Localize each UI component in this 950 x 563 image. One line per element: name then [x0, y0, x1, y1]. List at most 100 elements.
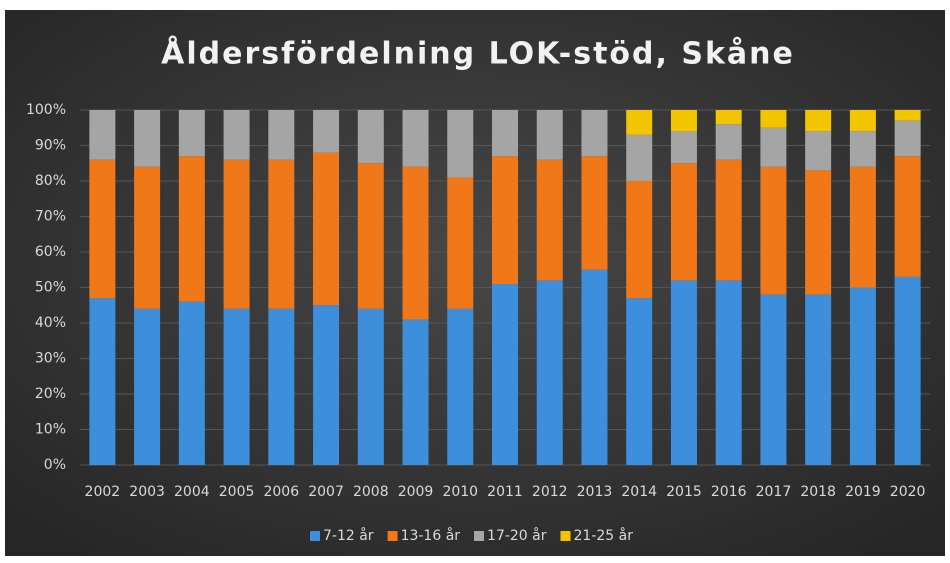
- bar-segment: [313, 110, 340, 153]
- bar-segment: [268, 110, 295, 160]
- bar-segment: [357, 110, 384, 164]
- bar-segment: [178, 301, 205, 465]
- bar-segment: [670, 280, 697, 465]
- y-tick-label: 90%: [35, 138, 66, 154]
- legend-label: 17-20 år: [487, 527, 547, 544]
- y-tick-label: 30%: [35, 351, 66, 367]
- bar-segment: [581, 269, 608, 465]
- chart-title: Åldersfördelning LOK-stöd, Skåne: [161, 35, 795, 72]
- legend-swatch: [387, 531, 398, 541]
- bar-segment: [894, 110, 921, 121]
- y-tick-label: 80%: [35, 173, 66, 189]
- x-tick-label: 2005: [219, 484, 255, 500]
- bar-segment: [849, 131, 876, 167]
- y-tick-label: 40%: [35, 315, 66, 331]
- bar-segment: [223, 159, 250, 309]
- bar-segment: [805, 131, 832, 171]
- bar-segment: [492, 156, 518, 284]
- bar-segment: [402, 166, 429, 320]
- bar-segment: [894, 276, 921, 465]
- bar-segment: [849, 287, 876, 465]
- bar-segment: [268, 308, 295, 465]
- x-tick-label: 2015: [666, 484, 702, 500]
- bar-segment: [492, 283, 518, 465]
- x-tick-label: 2006: [263, 484, 299, 500]
- bar-segment: [536, 110, 563, 160]
- bar-segment: [223, 308, 250, 465]
- bar-segment: [268, 159, 295, 309]
- bar-segment: [849, 110, 876, 132]
- bar-segment: [760, 166, 787, 295]
- bar-segment: [849, 166, 876, 288]
- bar-segment: [894, 120, 921, 157]
- legend-label: 7-12 år: [323, 527, 374, 544]
- bar-segment: [581, 156, 608, 270]
- legend-swatch: [474, 531, 485, 541]
- bar-segment: [715, 124, 742, 160]
- x-tick-label: 2004: [174, 484, 210, 500]
- bar-segment: [447, 308, 474, 465]
- bar-segment: [134, 110, 161, 167]
- bar-segment: [805, 294, 832, 465]
- bar-segment: [894, 156, 921, 277]
- legend-label: 13-16 år: [401, 527, 461, 544]
- bar-segment: [89, 298, 116, 465]
- bar-segment: [447, 177, 474, 309]
- bar-segment: [760, 127, 787, 167]
- bar-segment: [536, 159, 563, 281]
- legend-swatch: [310, 531, 320, 541]
- x-tick-label: 2014: [621, 484, 657, 500]
- bar-segment: [805, 110, 832, 132]
- bar-segment: [89, 159, 116, 299]
- y-tick-label: 50%: [35, 280, 66, 296]
- x-tick-label: 2010: [442, 484, 478, 500]
- bar-segment: [134, 166, 161, 309]
- bar-segment: [805, 170, 832, 295]
- x-tick-label: 2011: [487, 484, 523, 500]
- y-tick-label: 70%: [35, 209, 66, 225]
- x-tick-label: 2012: [532, 484, 568, 500]
- x-tick-label: 2016: [711, 484, 747, 500]
- x-tick-label: 2002: [85, 484, 121, 500]
- bar-segment: [536, 280, 563, 465]
- x-tick-label: 2018: [800, 484, 836, 500]
- y-tick-label: 20%: [35, 386, 66, 402]
- x-tick-label: 2013: [577, 484, 613, 500]
- x-tick-label: 2019: [845, 484, 881, 500]
- bar-segment: [178, 110, 205, 157]
- y-tick-label: 10%: [35, 422, 66, 438]
- bar-segment: [178, 156, 205, 302]
- bar-segment: [313, 152, 340, 306]
- bar-segment: [357, 308, 384, 465]
- bar-segment: [402, 319, 429, 465]
- bar-segment: [626, 134, 653, 181]
- bar-segment: [313, 305, 340, 465]
- x-tick-label: 2017: [756, 484, 792, 500]
- legend-label: 21-25 år: [574, 527, 634, 544]
- y-tick-label: 0%: [44, 457, 66, 473]
- legend-swatch: [560, 531, 571, 541]
- x-tick-label: 2020: [890, 484, 926, 500]
- bar-segment: [447, 110, 474, 178]
- bar-segment: [402, 110, 429, 167]
- x-tick-label: 2007: [308, 484, 344, 500]
- bar-segment: [357, 163, 384, 309]
- bar-segment: [492, 110, 518, 157]
- bar-segment: [626, 110, 653, 135]
- bar-segment: [760, 294, 787, 465]
- bar-segment: [670, 163, 697, 281]
- bar-segment: [670, 110, 697, 132]
- x-tick-label: 2003: [129, 484, 165, 500]
- bar-segment: [760, 110, 787, 128]
- bar-segment: [626, 298, 653, 465]
- bar-segment: [223, 110, 250, 160]
- x-tick-label: 2009: [398, 484, 434, 500]
- bar-segment: [670, 131, 697, 164]
- y-tick-label: 100%: [26, 102, 66, 118]
- bar-segment: [715, 280, 742, 465]
- bar-segment: [581, 110, 608, 157]
- y-tick-label: 60%: [35, 244, 66, 260]
- bar-segment: [89, 110, 116, 160]
